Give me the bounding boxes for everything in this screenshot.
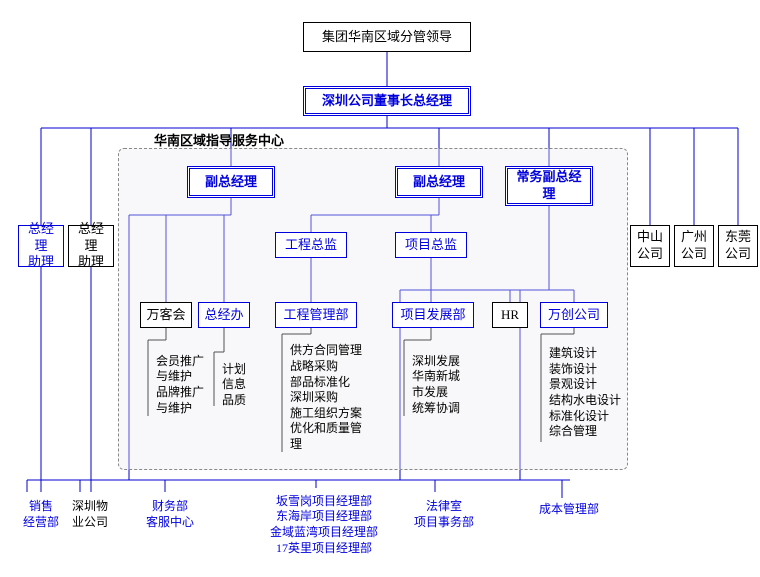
node-sales: 销售 经营部 xyxy=(18,495,64,535)
node-dongguan: 东莞 公司 xyxy=(718,225,758,267)
node-proj_dir: 项目总监 xyxy=(395,232,467,258)
node-proj_dev: 项目发展部 xyxy=(392,302,474,328)
node-guangzhou: 广州 公司 xyxy=(674,225,714,267)
node-top: 集团华南区域分管领导 xyxy=(303,22,471,52)
node-gm_asst2: 总经理 助理 xyxy=(68,225,114,267)
node-gm_asst1: 总经理 助理 xyxy=(18,225,64,267)
node-gmoffice_items: 计划 信息 品质 xyxy=(218,356,258,414)
node-eng_dir: 工程总监 xyxy=(275,232,347,258)
node-sz_property: 深圳物 业公司 xyxy=(68,495,114,535)
node-shenzhen: 深圳公司董事长总经理 xyxy=(303,86,471,116)
node-dgm2: 副总经理 xyxy=(395,166,483,198)
node-eng_items: 供方合同管理 战略采购 部品标准化 深圳采购 施工组织方案 优化和质量管 理 xyxy=(286,338,378,458)
node-legal: 法律室 项目事务部 xyxy=(408,495,480,535)
node-pm_depts: 坂雪岗项目经理部 东海岸项目经理部 金域蓝湾项目经理部 17英里项目经理部 xyxy=(258,488,390,562)
node-cost: 成本管理部 xyxy=(530,500,608,520)
node-dgm1: 副总经理 xyxy=(187,166,275,198)
node-wankehui: 万客会 xyxy=(140,302,192,328)
node-eng_mgmt: 工程管理部 xyxy=(275,302,357,328)
node-proj_items: 深圳发展 华南新城 市发展 统筹协调 xyxy=(408,346,478,424)
node-gm_office: 总经办 xyxy=(198,302,250,328)
node-finance: 财务部 客服中心 xyxy=(140,495,200,535)
service-center-label: 华南区域指导服务中心 xyxy=(154,130,284,149)
node-exec_dgm: 常务副总经 理 xyxy=(505,166,593,206)
node-zhongshan: 中山 公司 xyxy=(630,225,670,267)
node-wc_items: 建筑设计 装饰设计 景观设计 结构水电设计 标准化设计 综合管理 xyxy=(545,338,629,448)
node-hr: HR xyxy=(492,302,528,328)
node-wankehui_items: 会员推广 与维护 品牌推广 与维护 xyxy=(152,346,212,424)
node-wanchuang: 万创公司 xyxy=(540,302,608,328)
